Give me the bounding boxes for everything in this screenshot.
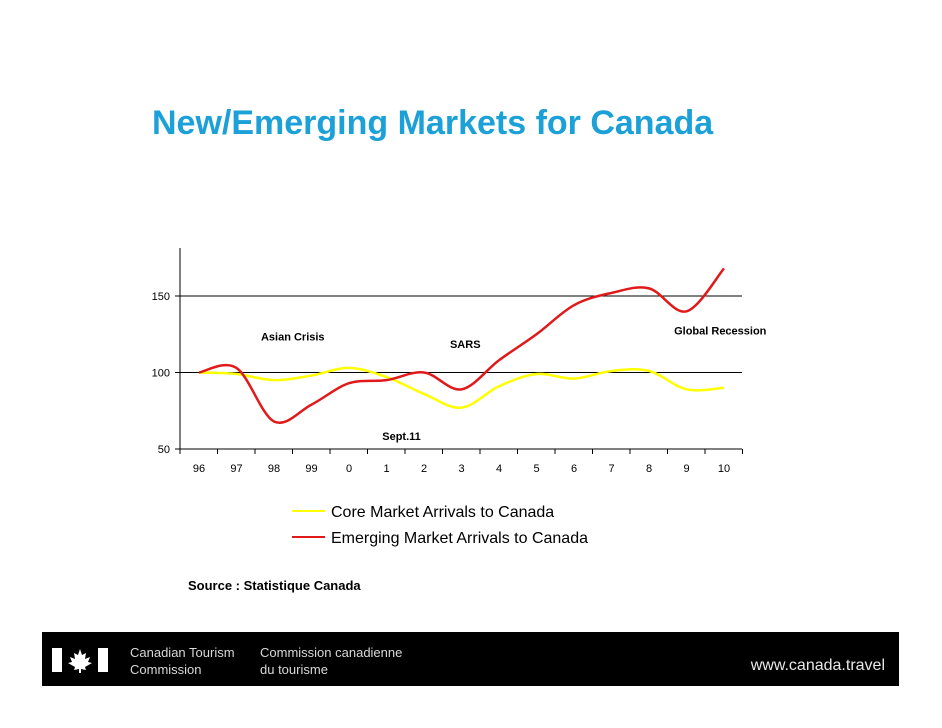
website-link[interactable]: www.canada.travel xyxy=(750,657,885,674)
x-tick-label-96: 96 xyxy=(193,463,205,475)
x-tick-label-0: 0 xyxy=(346,463,352,475)
annotation-2: Sept.11 xyxy=(382,431,421,443)
x-tick-label-9: 9 xyxy=(683,463,689,475)
org-name-fr: Commission canadienne du tourisme xyxy=(260,644,402,678)
x-tick-label-10: 10 xyxy=(718,463,730,475)
chart-series xyxy=(198,267,725,424)
x-tick-label-5: 5 xyxy=(533,463,539,475)
chart-annotations: Asian Crisis SARS Sept.11 Global Recession xyxy=(261,325,767,443)
source-note: Source : Statistique Canada xyxy=(188,578,361,593)
maple-leaf-flag-icon xyxy=(52,648,108,673)
org-name-en-line1: Canadian Tourism xyxy=(130,645,235,660)
org-name-fr-line1: Commission canadienne xyxy=(260,645,403,660)
org-name-en: Canadian Tourism Commission xyxy=(130,644,235,678)
chart-axes: 50 100 150 96 97 98 99 0 1 2 3 4 5 6 7 8 9 10 xyxy=(152,248,743,475)
x-tick-label-6: 6 xyxy=(571,463,577,475)
y-tick-label-150: 150 xyxy=(152,291,170,303)
org-name-fr-line2: du tourisme xyxy=(260,662,328,677)
legend-label-0: Core Market Arrivals to Canada xyxy=(331,504,554,521)
y-tick-label-100: 100 xyxy=(152,368,170,380)
chart-title: New/Emerging Markets for Canada xyxy=(152,104,714,142)
org-name-en-line2: Commission xyxy=(130,662,202,677)
x-tick-label-8: 8 xyxy=(646,463,652,475)
legend-label-1: Emerging Market Arrivals to Canada xyxy=(331,530,588,547)
footer-bar: Canadian Tourism Commission Commission c… xyxy=(42,632,899,686)
y-tick-label-50: 50 xyxy=(158,444,170,456)
annotation-0: Asian Crisis xyxy=(261,331,325,343)
x-tick-label-99: 99 xyxy=(305,463,317,475)
chart-legend: Core Market Arrivals to Canada Emerging M… xyxy=(292,504,588,547)
x-tick-label-2: 2 xyxy=(421,463,427,475)
x-tick-label-4: 4 xyxy=(496,463,502,475)
x-tick-label-98: 98 xyxy=(268,463,280,475)
x-tick-label-3: 3 xyxy=(458,463,464,475)
annotation-3: Global Recession xyxy=(674,325,767,337)
x-tick-label-97: 97 xyxy=(230,463,242,475)
series-line-emerging xyxy=(198,267,725,424)
x-tick-label-7: 7 xyxy=(608,463,614,475)
annotation-1: SARS xyxy=(450,339,481,351)
series-line-core xyxy=(198,366,725,409)
x-tick-label-1: 1 xyxy=(383,463,389,475)
